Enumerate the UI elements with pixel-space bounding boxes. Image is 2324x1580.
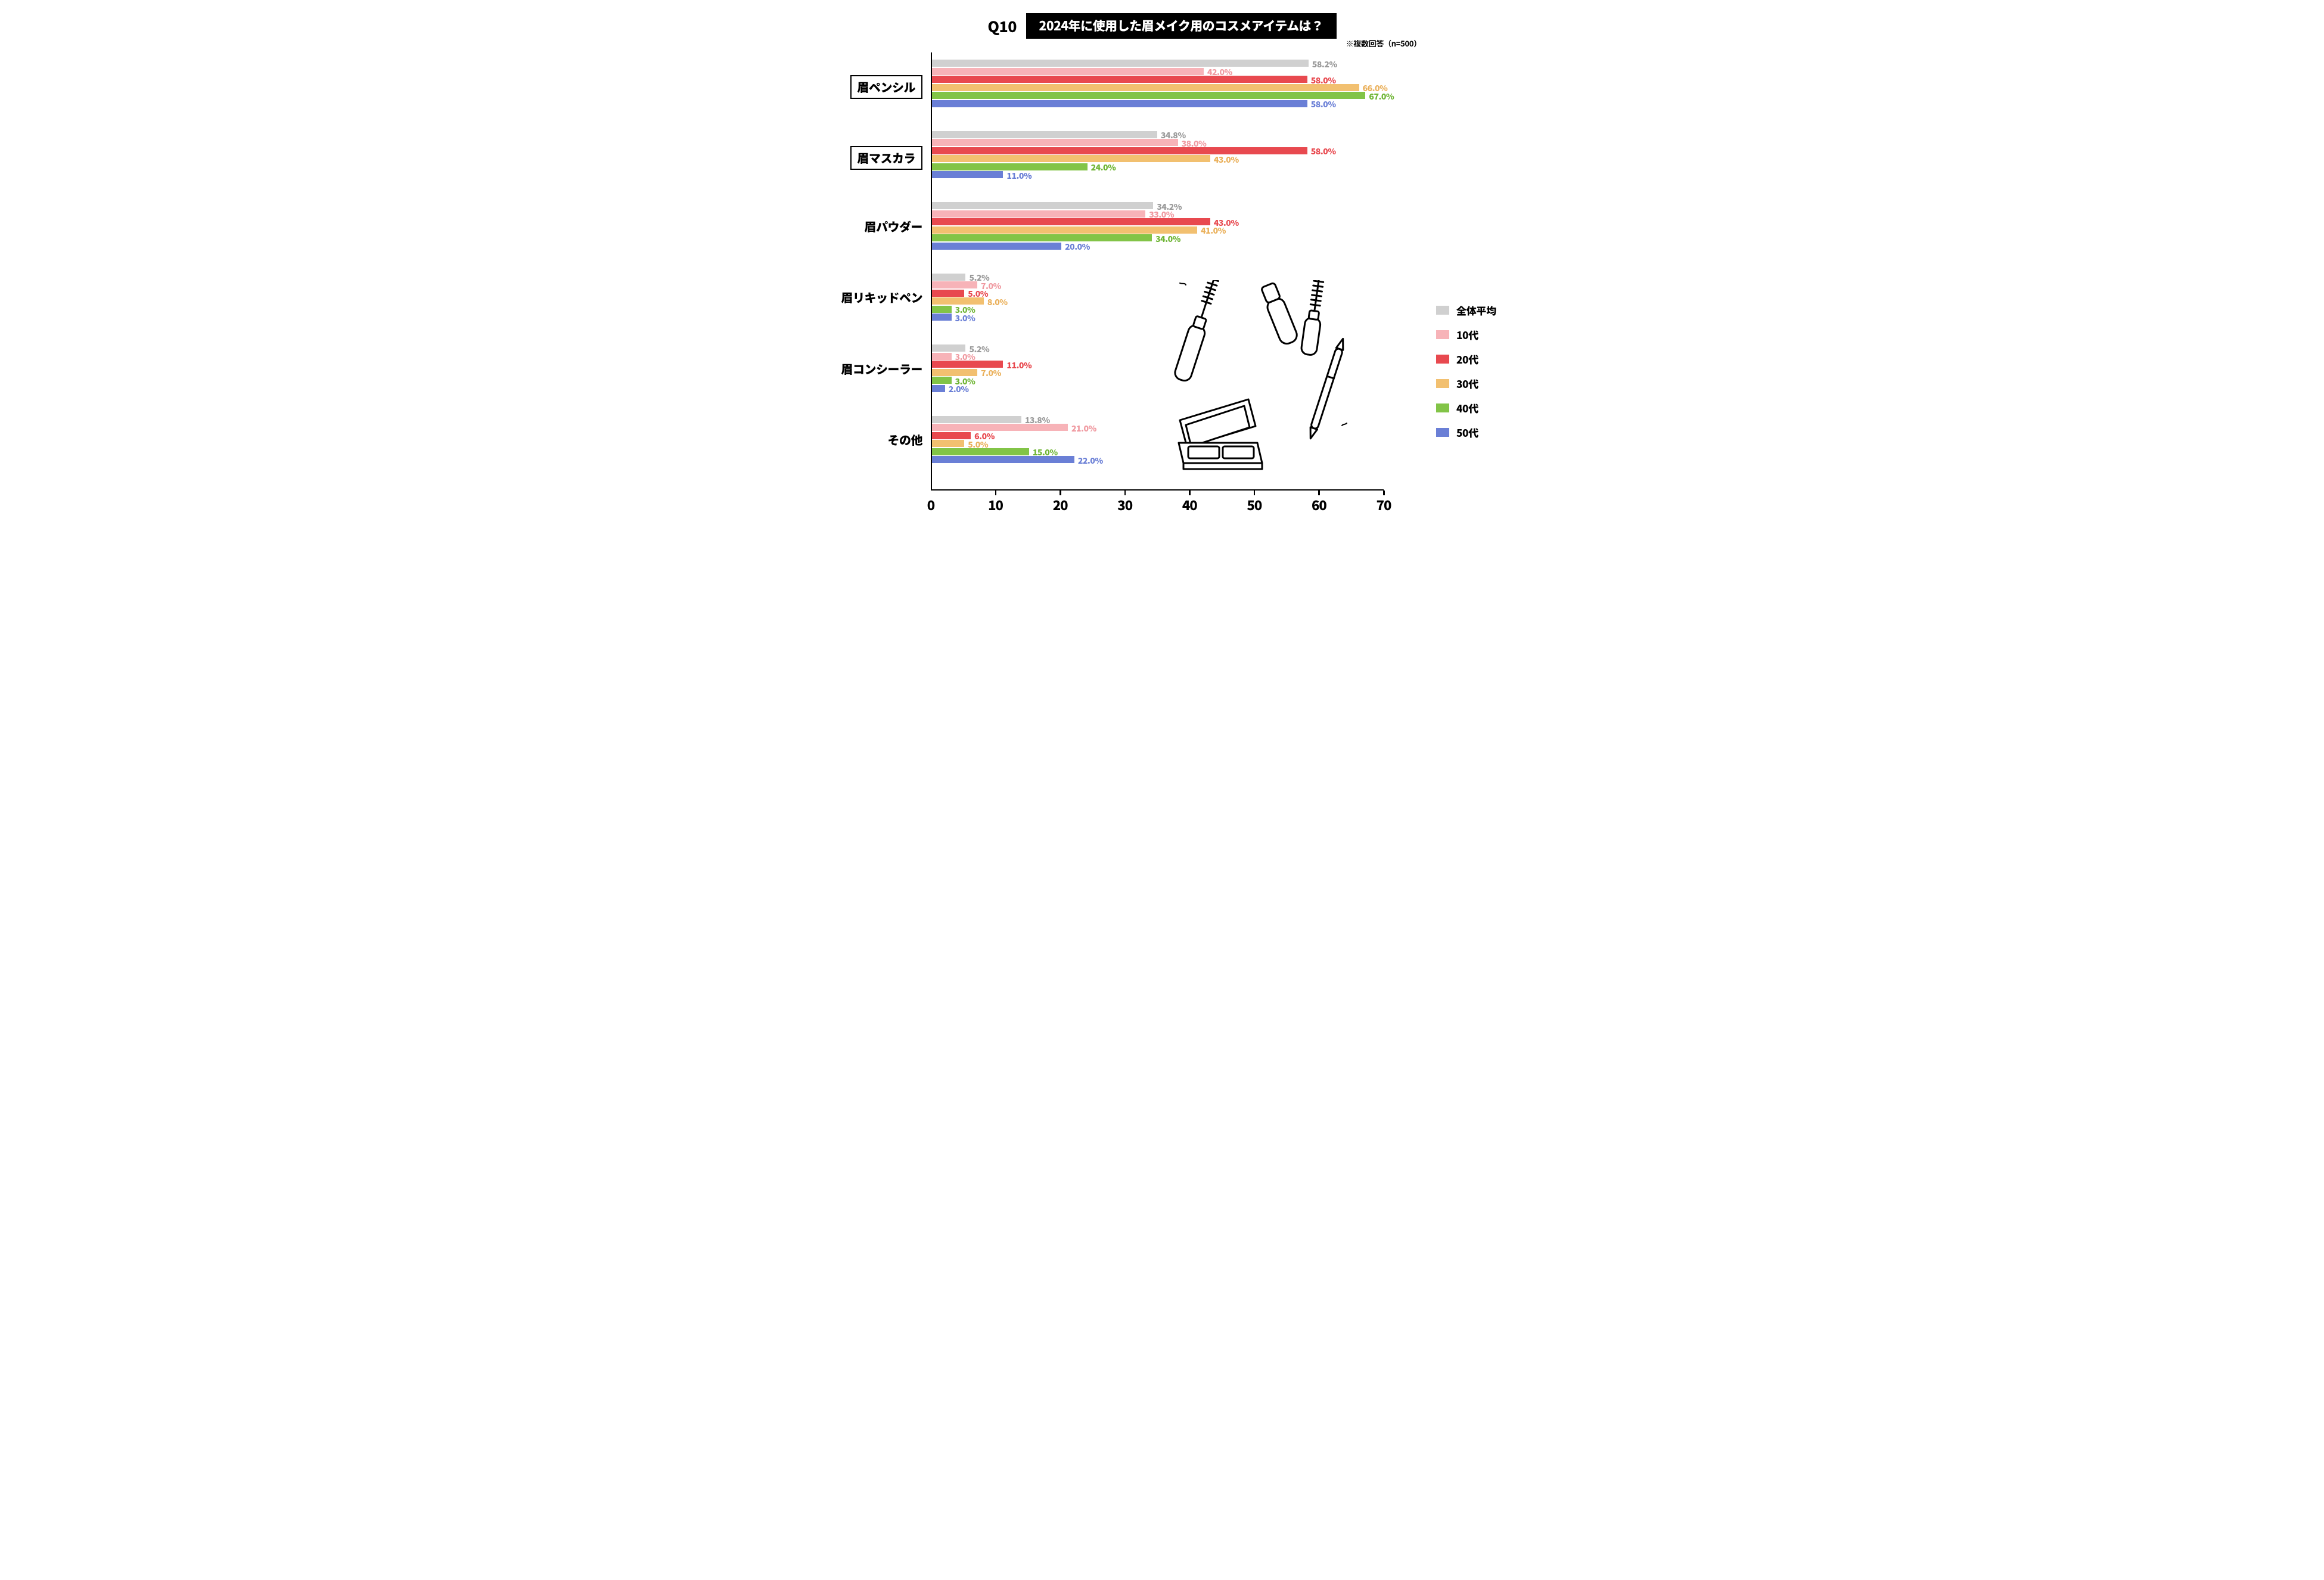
legend-item: 全体平均 [1436,303,1520,318]
bar-value-label: 41.0% [1201,225,1226,237]
question-number: Q10 [987,15,1017,37]
bar [932,448,1029,455]
bar-value-label: 34.0% [1155,233,1180,245]
bar-value-label: 21.0% [1071,423,1096,434]
x-tick-label: 60 [1312,495,1326,514]
bar [932,416,1021,423]
y-axis-labels: 眉ペンシル眉マスカラ眉パウダー眉リキッドペン眉コンシーラーその他 [775,52,930,505]
bar [932,139,1178,146]
x-tick [1383,491,1385,495]
chart-subtitle: ※複数回答（n=500） [1346,38,1421,49]
legend-label: 50代 [1456,425,1478,440]
x-tick-label: 20 [1053,495,1068,514]
bar [932,243,1061,250]
page: Q10 2024年に使用した眉メイク用のコスメアイテムは？ ※複数回答（n=50… [775,0,1549,527]
legend-item: 10代 [1436,327,1520,342]
x-tick [1189,491,1191,495]
bar-value-label: 67.0% [1369,91,1394,103]
x-tick [1318,491,1320,495]
chart-plot: 58.2%42.0%58.0%66.0%67.0%58.0%34.8%38.0%… [931,52,1384,491]
bar [932,218,1210,225]
bar [932,290,964,297]
bar [932,440,964,447]
bar [932,210,1145,218]
bar [932,68,1204,75]
bar-value-label: 11.0% [1006,359,1031,371]
x-tick-label: 0 [927,495,934,514]
bar-value-label: 3.0% [955,312,975,324]
x-tick-label: 50 [1247,495,1262,514]
bar [932,147,1307,154]
category-label: 眉パウダー [865,218,923,235]
category-label: 眉リキッドペン [841,288,923,306]
bar [932,84,1359,91]
bar [932,274,965,281]
category-label: 眉マスカラ [850,146,923,170]
bar [932,155,1210,162]
legend-item: 20代 [1436,352,1520,367]
legend-swatch [1436,428,1449,437]
chart-title: 2024年に使用した眉メイク用のコスメアイテムは？ [1026,13,1337,39]
bar [932,385,945,392]
bar-value-label: 58.2% [1312,58,1337,70]
bar [932,60,1309,67]
legend-swatch [1436,403,1449,412]
bar-value-label: 2.0% [949,383,969,395]
legend-swatch [1436,379,1449,388]
bar [932,92,1365,99]
bar [932,131,1157,138]
legend-label: 20代 [1456,352,1478,367]
x-axis: 010203040506070 [931,491,1384,520]
legend-item: 40代 [1436,401,1520,415]
bar [932,456,1074,463]
bar-value-label: 8.0% [987,296,1008,308]
bar [932,432,971,439]
chart-area: 眉ペンシル眉マスカラ眉パウダー眉リキッドペン眉コンシーラーその他 58.2%42… [775,52,1549,505]
bar [932,76,1307,83]
bar [932,171,1003,178]
category-label: 眉コンシーラー [841,360,923,377]
x-tick [1060,491,1061,495]
legend-swatch [1436,330,1449,339]
x-tick-label: 10 [988,495,1003,514]
bar [932,202,1153,209]
legend-label: 10代 [1456,327,1478,342]
legend-label: 40代 [1456,401,1478,415]
bar-value-label: 11.0% [1006,170,1031,182]
category-label: 眉ペンシル [850,75,923,99]
bar-value-label: 43.0% [1214,154,1239,166]
bar-value-label: 58.0% [1311,145,1336,157]
x-tick-label: 40 [1182,495,1197,514]
bar-value-label: 24.0% [1091,162,1116,173]
x-tick [995,491,997,495]
legend: 全体平均 10代 20代 30代 40代 50代 [1436,303,1520,449]
legend-label: 全体平均 [1456,303,1496,318]
bar [932,234,1152,241]
chart-header: Q10 2024年に使用した眉メイク用のコスメアイテムは？ [775,13,1549,39]
bar-value-label: 7.0% [981,367,1001,379]
bar-value-label: 22.0% [1078,455,1103,467]
legend-swatch [1436,355,1449,364]
bar [932,424,1068,431]
x-tick-label: 30 [1117,495,1132,514]
bar [932,353,952,360]
legend-swatch [1436,306,1449,315]
bar [932,306,952,313]
x-tick [1254,491,1256,495]
category-label: その他 [888,431,923,448]
x-tick [1124,491,1126,495]
bar-value-label: 20.0% [1065,241,1090,253]
bar [932,313,952,321]
bar [932,100,1307,107]
legend-item: 50代 [1436,425,1520,440]
legend-label: 30代 [1456,376,1478,391]
x-tick-label: 70 [1377,495,1391,514]
bar-value-label: 58.0% [1311,98,1336,110]
legend-item: 30代 [1436,376,1520,391]
